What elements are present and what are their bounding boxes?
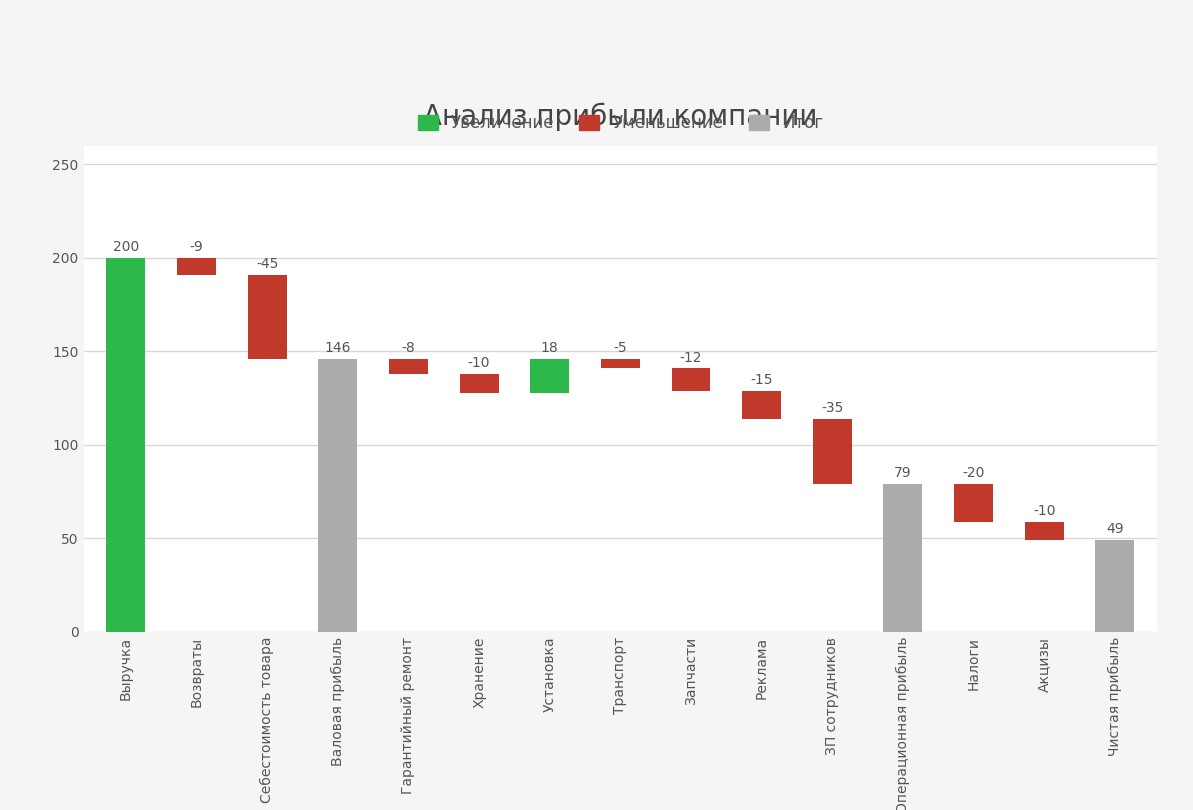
Text: -35: -35 <box>821 401 843 415</box>
Text: -10: -10 <box>1033 504 1056 518</box>
Text: 79: 79 <box>894 467 911 480</box>
Bar <box>459 374 499 393</box>
Bar <box>884 484 922 632</box>
Bar <box>106 258 146 632</box>
Text: -9: -9 <box>190 241 203 254</box>
Text: -12: -12 <box>680 351 703 365</box>
Text: -45: -45 <box>256 257 278 271</box>
Text: -20: -20 <box>963 467 984 480</box>
Text: 146: 146 <box>324 341 351 355</box>
Text: -10: -10 <box>468 356 490 370</box>
Bar <box>389 359 428 374</box>
Bar <box>954 484 993 522</box>
Bar <box>1095 540 1135 632</box>
Bar <box>248 275 286 359</box>
Bar <box>1025 522 1064 540</box>
Bar <box>531 359 569 393</box>
Text: -15: -15 <box>750 373 773 387</box>
Text: 49: 49 <box>1106 522 1124 536</box>
Bar <box>177 258 216 275</box>
Bar <box>742 390 781 419</box>
Title: Анализ прибыли компании: Анализ прибыли компании <box>424 103 817 131</box>
Bar <box>319 359 357 632</box>
Text: 200: 200 <box>113 241 140 254</box>
Text: -5: -5 <box>613 341 628 355</box>
Legend: Увеличение, Уменьшение, Итог: Увеличение, Уменьшение, Итог <box>409 105 832 140</box>
Bar <box>812 419 852 484</box>
Bar <box>601 359 639 369</box>
Text: -8: -8 <box>402 341 415 355</box>
Text: 18: 18 <box>540 341 558 355</box>
Bar <box>672 369 710 390</box>
